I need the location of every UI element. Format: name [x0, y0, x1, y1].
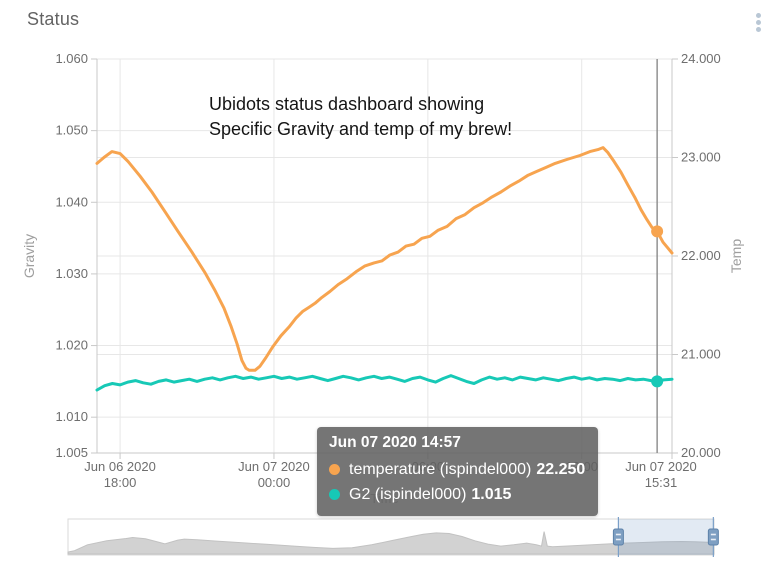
y-right-tick-label: 24.000 [681, 51, 721, 66]
navigator-series-outline [67, 531, 715, 555]
x-tick-label: Jun 07 2020 [625, 459, 697, 474]
x-tick-label: Jun 07 2020 [238, 459, 310, 474]
handle-grip[interactable] [612, 528, 624, 546]
widget-title: Status [27, 9, 80, 29]
y-left-axis-title: Gravity [21, 234, 37, 278]
x-tick-label: 18:00 [104, 475, 137, 490]
kebab-dot [756, 13, 761, 18]
temperature-series-line [95, 146, 674, 372]
x-tick-label: 15:31 [645, 475, 678, 490]
y-left-tick-label: 1.005 [55, 445, 88, 460]
tooltip-series-name: temperature (ispindel000) [349, 460, 532, 478]
kebab-dot [756, 20, 761, 25]
tooltip-series-name: G2 (ispindel000) [349, 485, 467, 503]
chart-annotation: Ubidots status dashboard showing Specifi… [209, 92, 512, 142]
navigator-left-handle[interactable] [612, 528, 624, 546]
navigator-right-handle[interactable] [707, 528, 719, 546]
annotation-line-1: Ubidots status dashboard showing [209, 94, 485, 114]
y-right-tick-label: 22.000 [681, 248, 721, 263]
navigator-selected-range[interactable] [618, 519, 714, 555]
tooltip-series-value: 1.015 [471, 485, 512, 503]
widget-options-icon[interactable] [752, 13, 766, 35]
tooltip-row-temperature: temperature (ispindel000) 22.250 [329, 457, 585, 482]
temperature-hover-marker [651, 225, 664, 238]
chart-tooltip: Jun 07 2020 14:57 temperature (ispindel0… [317, 427, 599, 516]
annotation-line-2: Specific Gravity and temp of my brew! [209, 119, 513, 139]
y-right-axis-title: Temp [728, 239, 744, 273]
g2-series-line [95, 374, 674, 392]
temperature-series-bullet-icon [329, 464, 340, 475]
y-left-tick-label: 1.040 [55, 194, 88, 209]
y-left-tick-label: 1.060 [55, 51, 88, 66]
y-right-tick-label: 20.000 [681, 445, 721, 460]
y-left-tick-label: 1.010 [55, 409, 88, 424]
kebab-dot [756, 27, 761, 32]
tooltip-series-value: 22.250 [536, 460, 586, 478]
tooltip-timestamp: Jun 07 2020 14:57 [329, 434, 461, 451]
y-left-tick-label: 1.050 [55, 123, 88, 138]
y-left-tick-label: 1.020 [55, 338, 88, 353]
handle-grip[interactable] [707, 528, 719, 546]
g2-series-bullet-icon [329, 489, 340, 500]
y-right-tick-label: 21.000 [681, 347, 721, 362]
x-tick-label: 00:00 [258, 475, 291, 490]
x-tick-label: Jun 06 2020 [84, 459, 156, 474]
g2-hover-marker [651, 375, 664, 388]
y-left-tick-label: 1.030 [55, 266, 88, 281]
tooltip-row-g2: G2 (ispindel000) 1.015 [329, 482, 585, 507]
y-right-tick-label: 23.000 [681, 150, 721, 165]
